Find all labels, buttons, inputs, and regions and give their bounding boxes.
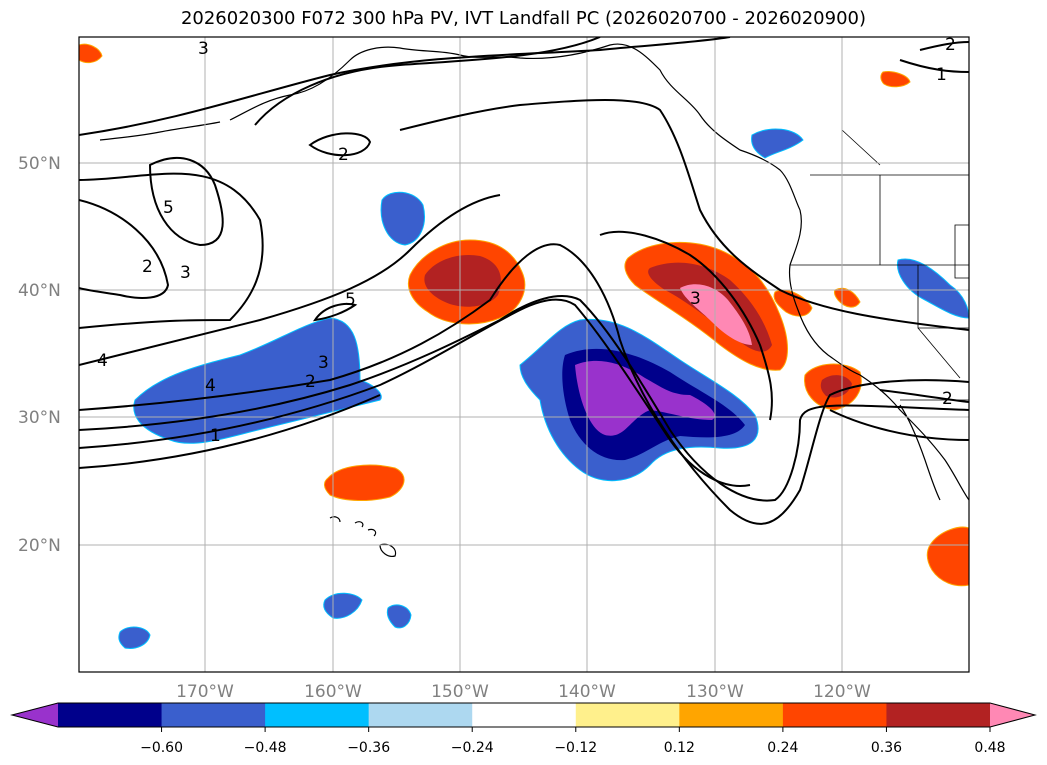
contour-label: 3 — [198, 39, 209, 59]
colorbar-tick-label: −0.24 — [451, 740, 494, 756]
contour-label: 1 — [936, 65, 947, 85]
colorbar-tick-label: −0.36 — [347, 740, 390, 756]
contour-label: 2 — [942, 389, 953, 409]
pv-contour-north-a — [79, 37, 731, 136]
colorbar-segment — [575, 703, 680, 727]
pv-contour-east-low — [829, 409, 969, 441]
lat-label: 40°N — [18, 281, 61, 301]
alaska-coast — [229, 43, 801, 211]
colorbar-segment — [886, 703, 991, 727]
pv-contour-ne-1 — [899, 59, 969, 73]
pv-contour-layer — [79, 37, 969, 525]
contour-label: 2 — [338, 145, 349, 165]
lat-label: 20°N — [18, 536, 61, 556]
pv-contour-labels: 3 2 1 5 2 3 4 5 3 2 4 1 3 2 2 — [97, 35, 956, 446]
utah-box — [954, 224, 969, 279]
lon-label: 170°W — [176, 682, 234, 702]
colorbar: −0.60 −0.48 −0.36 −0.24 −0.12 0.12 0.24 0.36 0.4… — [10, 702, 1037, 756]
pos-region-hawaii-north — [324, 464, 405, 501]
pv-contour-north-b — [254, 37, 601, 126]
colorbar-extend-high — [990, 703, 1035, 727]
colorbar-segment — [265, 703, 370, 727]
pv-contour-trough-outer — [79, 243, 969, 525]
pos-region-oregon — [773, 289, 813, 317]
pv-contour-east-south — [79, 394, 381, 469]
pv-contour-2-lobe — [79, 199, 170, 299]
lat-axis: 50°N 40°N 30°N 20°N — [18, 154, 61, 556]
contour-label: 3 — [180, 263, 191, 283]
pv-contour-5-small — [312, 302, 358, 322]
pv-contour-trough-mid — [79, 295, 969, 502]
pv-contour-east-2 — [879, 389, 969, 403]
colorbar-tick-label: 0.12 — [664, 740, 695, 756]
pv-contour-3-loop — [79, 172, 264, 329]
plot-frame — [78, 36, 970, 673]
contour-label: 5 — [163, 198, 174, 218]
colorbar-tick-label: −0.12 — [554, 740, 597, 756]
aleutian-chain — [99, 121, 221, 141]
pos-region-socal-mid — [820, 375, 852, 398]
plot-area: 3 2 1 5 2 3 4 5 3 2 4 1 3 2 2 — [79, 35, 969, 672]
lat-label: 30°N — [18, 408, 61, 428]
contour-label: 2 — [142, 257, 153, 277]
pos-region-east-strong — [680, 284, 752, 345]
colorbar-segment — [679, 703, 784, 727]
contour-label: 2 — [305, 372, 316, 392]
pv-contour-ridge-big — [399, 99, 969, 331]
contour-label: 2 — [945, 35, 956, 55]
neg-region-ne-pacific — [380, 191, 425, 246]
contour-label: 1 — [210, 426, 221, 446]
contour-label: 4 — [97, 351, 108, 371]
contour-label: 4 — [205, 376, 216, 396]
pos-region-mexico — [926, 526, 969, 587]
colorbar-tick-label: 0.36 — [871, 740, 902, 756]
colorbar-tick-label: 0.48 — [974, 740, 1005, 756]
colorbar-tick-label: −0.60 — [140, 740, 183, 756]
contour-label: 5 — [345, 290, 356, 310]
ivt-fill-layer — [79, 43, 969, 649]
neg-region-south-3 — [118, 626, 151, 649]
pv-contour-4-line — [79, 194, 501, 366]
lon-label: 150°W — [431, 682, 489, 702]
pv-contour-east-ridge — [599, 230, 773, 421]
ca-nv-diagonal — [917, 327, 961, 379]
neg-region-south-2 — [386, 604, 412, 629]
colorbar-extend-low — [12, 703, 58, 727]
pos-region-west-mid — [424, 254, 501, 307]
pv-contour-ne-2 — [919, 41, 969, 51]
colorbar-outline — [10, 702, 1037, 728]
pos-region-nw-corner — [79, 43, 103, 64]
colorbar-tick-label: −0.48 — [244, 740, 287, 756]
neg-region-bc — [751, 128, 804, 159]
colorbar-segment — [368, 703, 473, 727]
coastline-layer — [99, 43, 969, 557]
colorbar-segment — [782, 703, 887, 727]
colorbar-segment — [161, 703, 266, 727]
neg-region-pacific-strip — [133, 317, 382, 444]
lat-label: 50°N — [18, 154, 61, 174]
lon-label: 160°W — [304, 682, 362, 702]
contour-label: 3 — [318, 353, 329, 373]
colorbar-segment — [472, 703, 577, 727]
pv-contour-trough-inner — [79, 298, 751, 487]
lon-label: 120°W — [813, 682, 871, 702]
map-title: 2026020300 F072 300 hPa PV, IVT Landfall… — [180, 8, 867, 29]
colorbar-segment — [58, 703, 163, 727]
pv-contour-5-loop — [148, 156, 224, 247]
baja-coast — [899, 404, 941, 501]
colorbar-tick-label: 0.24 — [767, 740, 798, 756]
hawaii-islands — [329, 516, 397, 557]
pv-contour-2-small — [308, 132, 372, 157]
pos-region-canada — [880, 71, 911, 88]
gridline-layer — [79, 37, 969, 672]
lon-axis: 170°W 160°W 150°W 140°W 130°W 120°W — [176, 682, 871, 702]
west-coast-us — [788, 209, 969, 501]
contour-label: 3 — [690, 289, 701, 309]
lon-label: 140°W — [558, 682, 616, 702]
lon-label: 130°W — [686, 682, 744, 702]
